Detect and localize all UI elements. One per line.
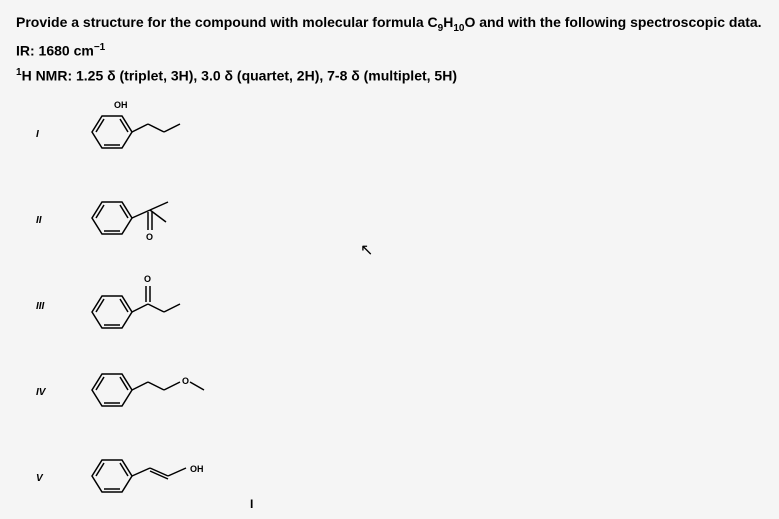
structure-3: O [72, 268, 192, 345]
cursor-icon: ↖ [360, 240, 373, 260]
structure-1: OH [72, 96, 192, 173]
structure-svg-3: O [72, 268, 192, 340]
q3-text: H NMR: 1.25 δ (triplet, 3H), 3.0 δ (quar… [22, 68, 457, 84]
structure-svg-4: O [72, 354, 212, 426]
structure-5: OH [72, 440, 232, 517]
option-numeral: III [36, 301, 56, 312]
q1-pre: Provide a structure for the compound wit… [16, 14, 438, 30]
o-label: O [144, 274, 151, 284]
question-line1: Provide a structure for the compound wit… [16, 12, 763, 36]
options-list: I OH II [36, 95, 763, 517]
q1-sub2: 10 [453, 23, 464, 34]
option-row: V OH [36, 439, 763, 517]
q1-end: O and with the following spectroscopic d… [464, 14, 761, 30]
q2-pre: IR: 1680 cm [16, 42, 94, 58]
option-row: IV O [36, 353, 763, 431]
q2-sup: −1 [94, 42, 105, 53]
page-container: Provide a structure for the compound wit… [0, 0, 779, 519]
structure-svg-2: O [72, 182, 192, 254]
option-row: II O [36, 181, 763, 259]
bottom-label: I [250, 497, 253, 511]
question-line3: 1H NMR: 1.25 δ (triplet, 3H), 3.0 δ (qua… [16, 65, 763, 87]
option-row: III O [36, 267, 763, 345]
option-numeral: I [36, 129, 56, 140]
option-numeral: V [36, 473, 56, 484]
option-row: I OH [36, 95, 763, 173]
q1-mid: H [443, 14, 453, 30]
oh-label: OH [114, 100, 128, 110]
option-numeral: II [36, 215, 56, 226]
structure-svg-1: OH [72, 96, 192, 168]
oh-label: OH [190, 464, 204, 474]
question-line2: IR: 1680 cm−1 [16, 40, 763, 62]
structure-svg-5: OH [72, 440, 232, 512]
structure-2: O [72, 182, 192, 259]
o-label: O [146, 232, 153, 242]
o-label: O [182, 376, 189, 386]
structure-4: O [72, 354, 212, 431]
option-numeral: IV [36, 387, 56, 398]
